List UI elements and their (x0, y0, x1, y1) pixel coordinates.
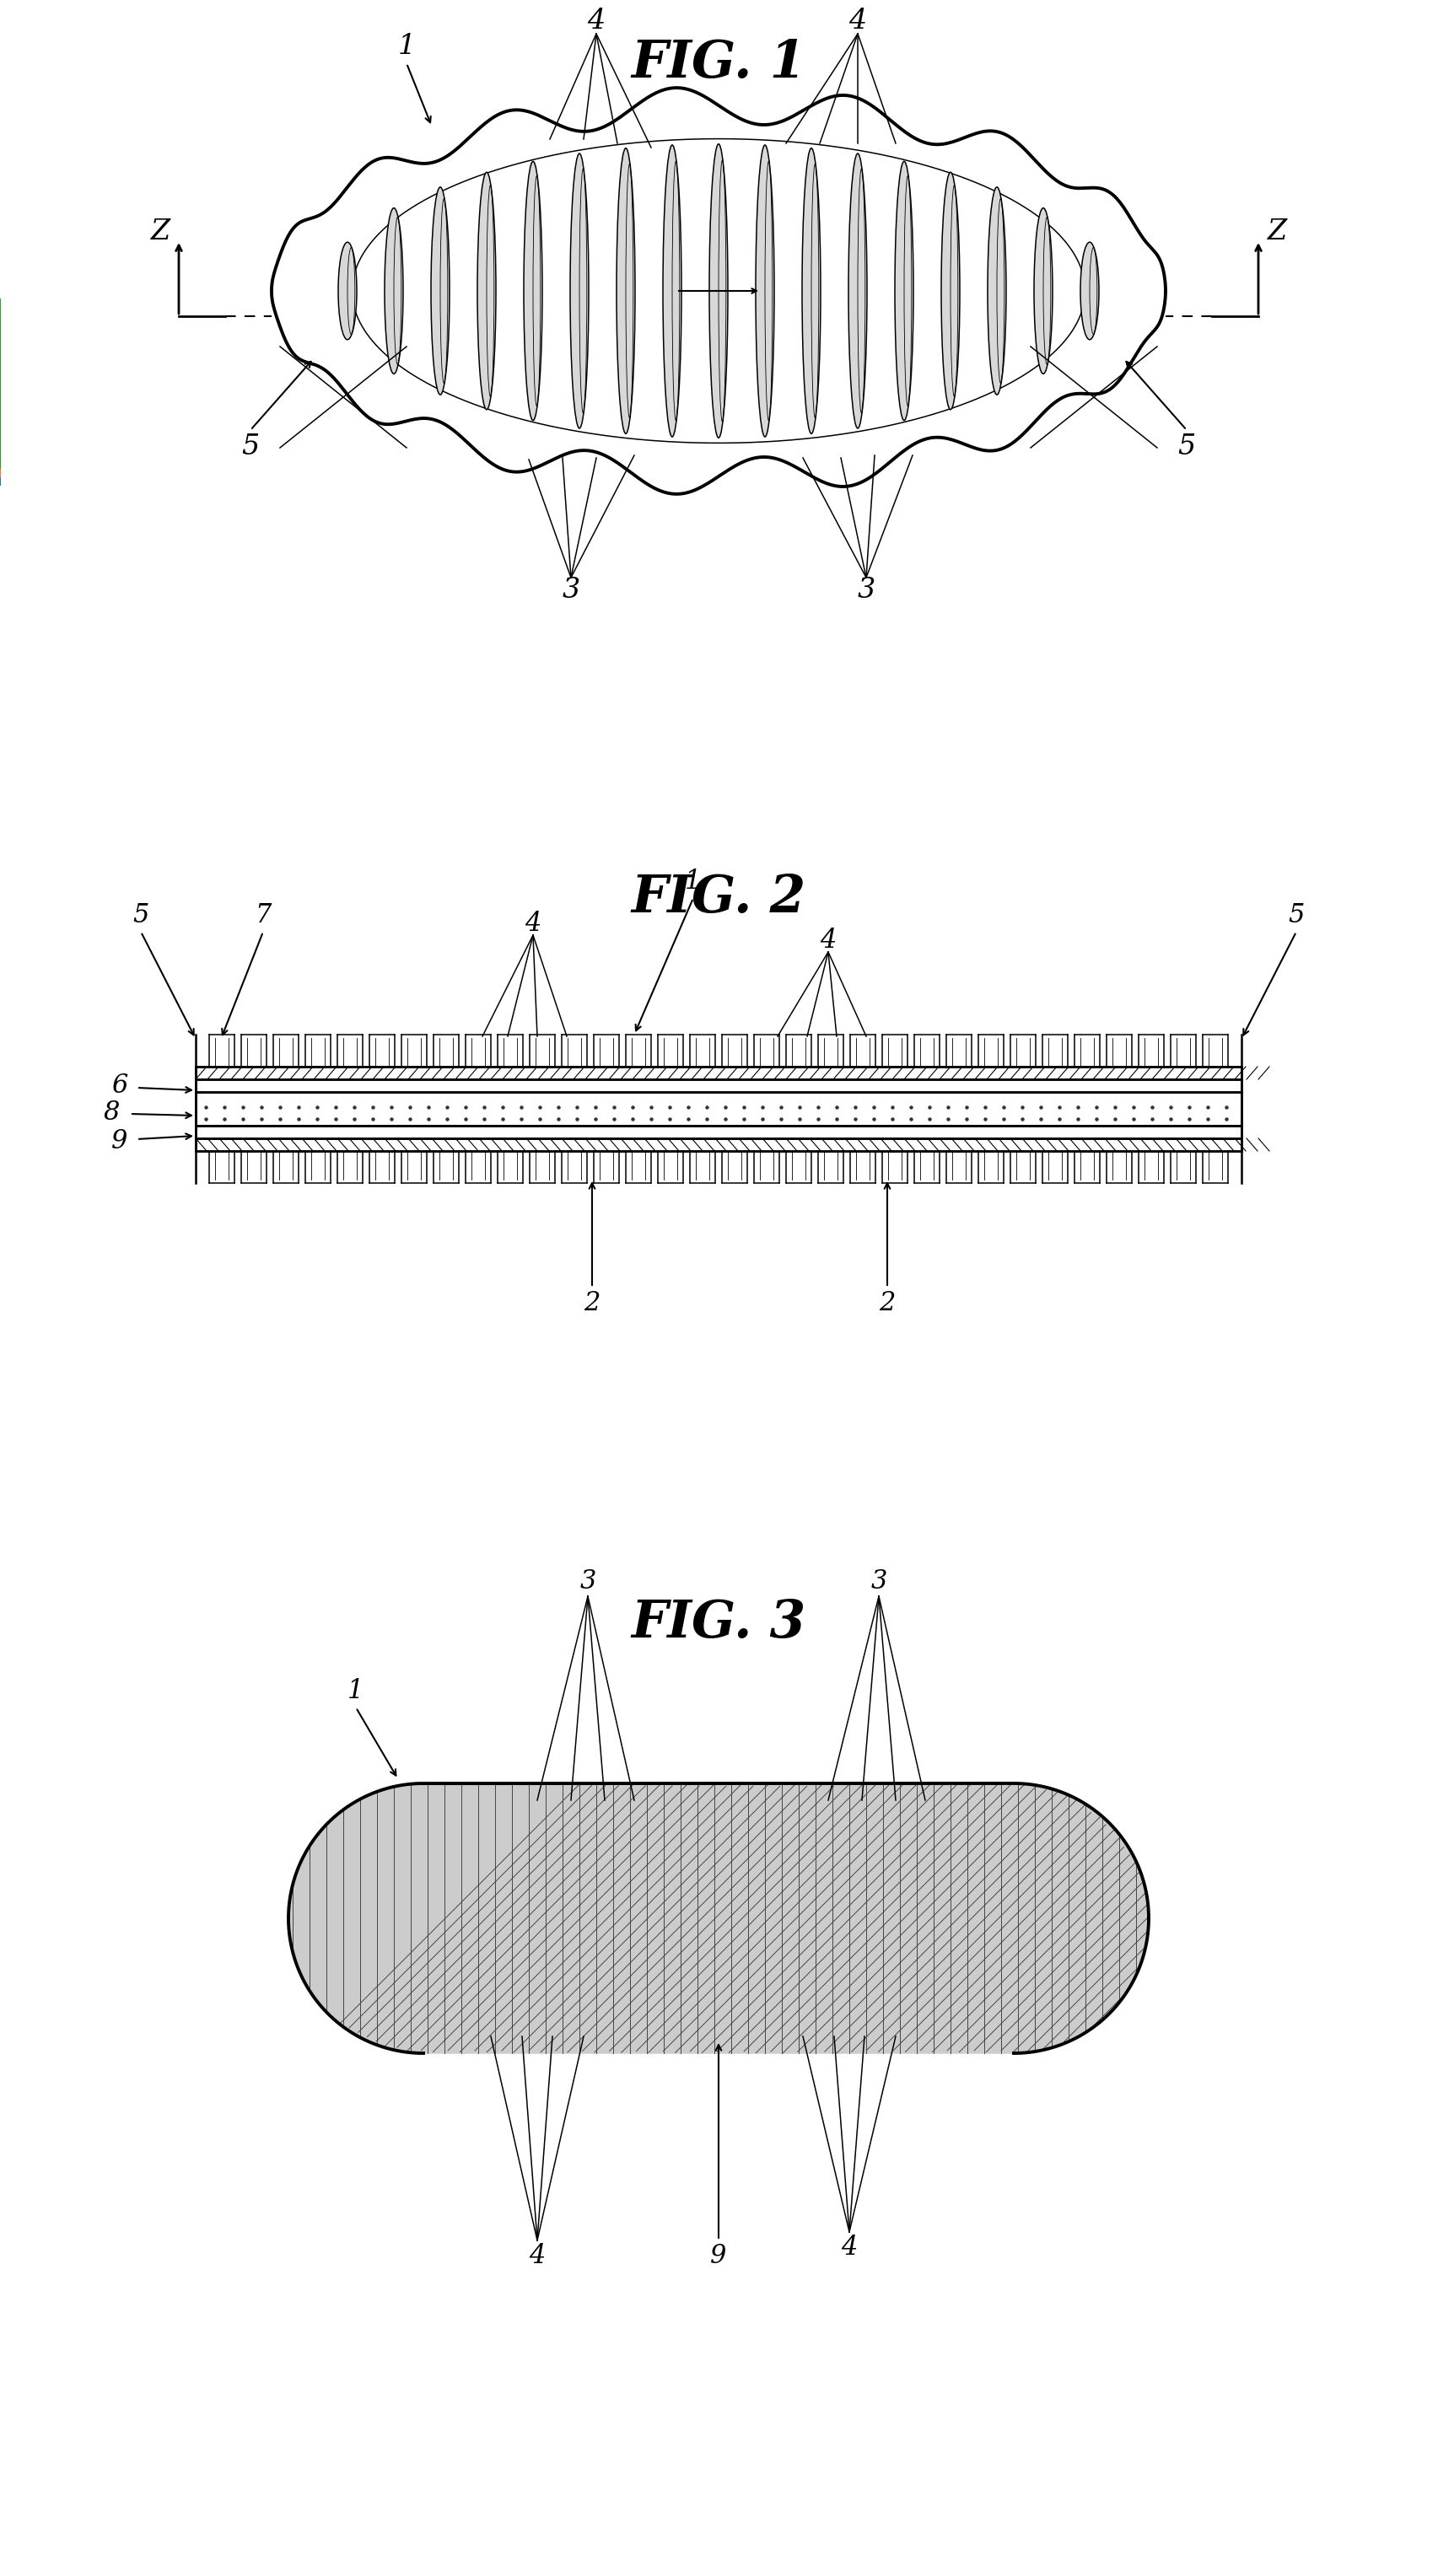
Ellipse shape (942, 173, 959, 410)
Text: 9: 9 (112, 1128, 128, 1154)
Text: 2: 2 (879, 1291, 896, 1316)
Text: 5: 5 (1288, 902, 1304, 927)
Bar (196, 1139, 1241, 1151)
Ellipse shape (1034, 209, 1053, 374)
Text: 5: 5 (242, 433, 259, 461)
Ellipse shape (523, 162, 542, 420)
Ellipse shape (477, 173, 496, 410)
Text: 3: 3 (857, 577, 876, 603)
Ellipse shape (1080, 242, 1099, 340)
Text: 4: 4 (587, 8, 605, 33)
Text: 3: 3 (580, 1569, 595, 1595)
Text: 4: 4 (525, 909, 541, 938)
Ellipse shape (663, 144, 682, 438)
Text: 5: 5 (1178, 433, 1195, 461)
Text: 4: 4 (820, 927, 837, 953)
Ellipse shape (756, 144, 774, 438)
Text: 4: 4 (848, 8, 867, 33)
Text: 4: 4 (529, 2244, 545, 2269)
Text: 6: 6 (112, 1072, 128, 1097)
Bar (196, 1126, 1241, 1139)
Ellipse shape (848, 155, 867, 428)
Text: 7: 7 (255, 902, 272, 927)
Ellipse shape (988, 188, 1007, 394)
Ellipse shape (894, 162, 913, 420)
Text: Z: Z (151, 219, 170, 245)
Bar (196, 1092, 1241, 1126)
Text: 3: 3 (562, 577, 580, 603)
Text: 1: 1 (684, 868, 702, 894)
Ellipse shape (709, 144, 728, 438)
Text: 4: 4 (841, 2233, 857, 2259)
Ellipse shape (384, 209, 403, 374)
Text: 9: 9 (710, 2244, 726, 2269)
Ellipse shape (338, 242, 357, 340)
Text: 8: 8 (104, 1100, 119, 1126)
Text: Z: Z (1267, 219, 1287, 245)
Text: 1: 1 (348, 1677, 364, 1703)
Text: FIG. 1: FIG. 1 (631, 39, 805, 88)
Bar (196, 1066, 1241, 1079)
Text: 3: 3 (870, 1569, 887, 1595)
Ellipse shape (569, 155, 588, 428)
Text: 2: 2 (584, 1291, 600, 1316)
Text: FIG. 2: FIG. 2 (631, 873, 805, 922)
Text: FIG. 3: FIG. 3 (631, 1597, 805, 1649)
Text: 5: 5 (132, 902, 150, 927)
Ellipse shape (802, 149, 821, 433)
Ellipse shape (617, 149, 636, 433)
Polygon shape (289, 1783, 1149, 2053)
Bar (196, 1079, 1241, 1092)
Ellipse shape (431, 188, 450, 394)
Text: 1: 1 (397, 33, 416, 59)
